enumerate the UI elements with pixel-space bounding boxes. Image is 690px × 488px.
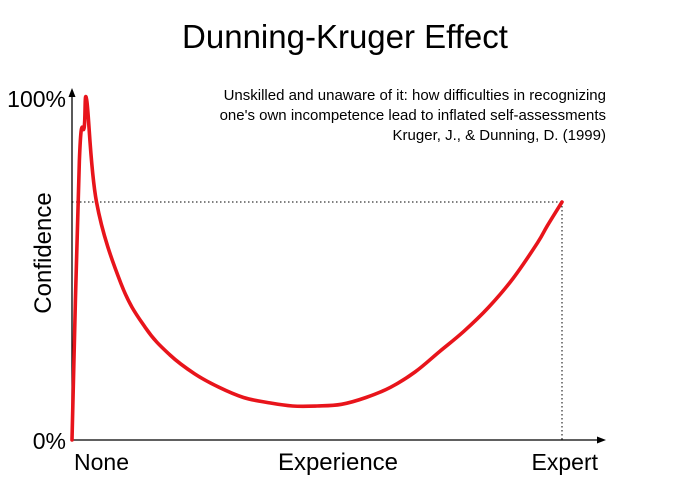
series-layer	[70, 95, 564, 442]
x-tick-label-start: None	[74, 449, 129, 475]
x-tick-label-end: Expert	[532, 449, 599, 475]
series-line-confidence-0	[70, 95, 564, 442]
x-axis-arrowhead	[597, 436, 606, 444]
chart-subtitle-line-2: one's own incompetence lead to inflated …	[220, 107, 606, 124]
x-axis-label: Experience	[278, 449, 398, 476]
chart-title: Dunning-Kruger Effect	[182, 18, 508, 55]
y-tick-label-max: 100%	[7, 86, 66, 112]
y-tick-label-min: 0%	[33, 428, 66, 454]
chart-subtitle-line-1: Unskilled and unaware of it: how difficu…	[224, 87, 606, 104]
chart-subtitle-line-3: Kruger, J., & Dunning, D. (1999)	[393, 127, 606, 144]
y-axis-label: Confidence	[30, 192, 57, 313]
y-axis-arrowhead	[68, 88, 76, 97]
reference-lines	[72, 201, 563, 440]
